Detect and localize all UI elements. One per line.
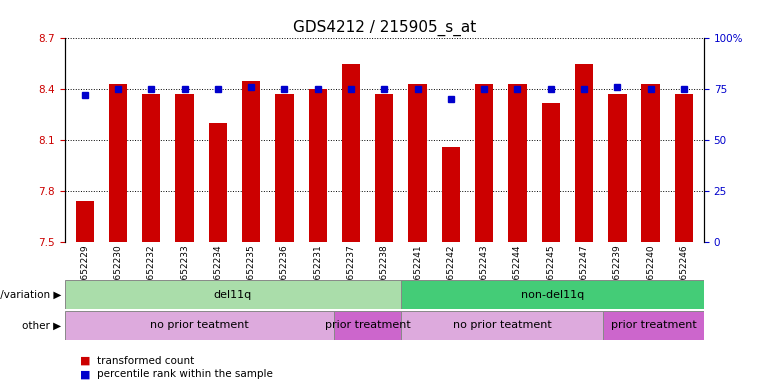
Bar xyxy=(475,84,493,242)
Bar xyxy=(375,94,393,242)
Text: prior treatment: prior treatment xyxy=(325,320,410,331)
Bar xyxy=(175,94,194,242)
Bar xyxy=(308,89,327,242)
Text: ■: ■ xyxy=(80,356,91,366)
Bar xyxy=(334,311,401,340)
Bar xyxy=(275,94,294,242)
Text: non-del11q: non-del11q xyxy=(521,290,584,300)
Text: no prior teatment: no prior teatment xyxy=(453,320,552,331)
Bar xyxy=(209,123,227,242)
Bar xyxy=(608,94,626,242)
Bar xyxy=(75,201,94,242)
Bar xyxy=(603,311,704,340)
Text: transformed count: transformed count xyxy=(97,356,194,366)
Bar xyxy=(342,64,360,242)
Text: del11q: del11q xyxy=(214,290,252,300)
Bar xyxy=(575,64,594,242)
Bar xyxy=(675,94,693,242)
Bar xyxy=(109,84,127,242)
Bar xyxy=(409,84,427,242)
Text: other ▶: other ▶ xyxy=(22,320,61,331)
Bar xyxy=(142,94,161,242)
Bar xyxy=(401,311,603,340)
Bar xyxy=(65,311,334,340)
Text: ■: ■ xyxy=(80,369,91,379)
Bar xyxy=(65,280,401,309)
Text: no prior teatment: no prior teatment xyxy=(150,320,249,331)
Bar xyxy=(642,84,660,242)
Bar xyxy=(441,147,460,242)
Bar xyxy=(401,280,704,309)
Bar xyxy=(542,103,560,242)
Text: prior treatment: prior treatment xyxy=(610,320,696,331)
Text: genotype/variation ▶: genotype/variation ▶ xyxy=(0,290,61,300)
Bar xyxy=(242,81,260,242)
Text: percentile rank within the sample: percentile rank within the sample xyxy=(97,369,272,379)
Bar xyxy=(508,84,527,242)
Title: GDS4212 / 215905_s_at: GDS4212 / 215905_s_at xyxy=(293,20,476,36)
